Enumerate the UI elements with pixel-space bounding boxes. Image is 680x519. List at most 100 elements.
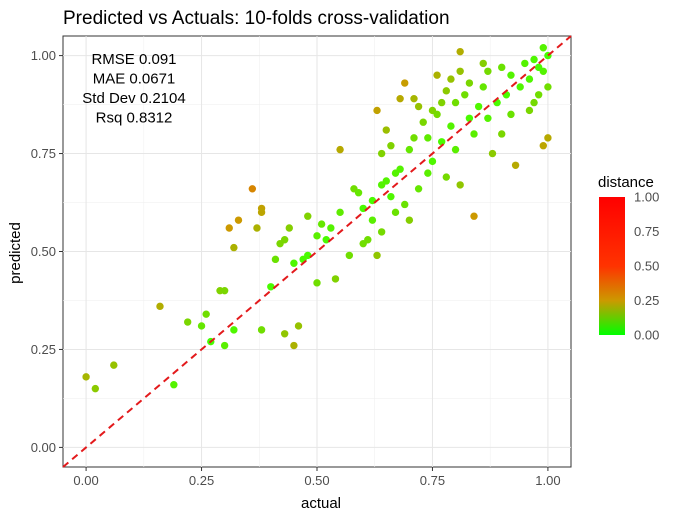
data-point (410, 134, 418, 142)
data-point (377, 149, 386, 158)
data-point (433, 110, 441, 119)
data-point (507, 71, 515, 79)
data-point (382, 177, 390, 185)
legend-title: distance (598, 174, 654, 191)
data-point (451, 145, 460, 154)
data-point (271, 255, 280, 264)
y-tick-label: 0.00 (31, 440, 56, 455)
grid-lines (63, 36, 571, 467)
data-point (234, 216, 243, 224)
x-axis-ticks: 0.00 0.25 0.50 0.75 1.00 (73, 467, 561, 488)
data-point (327, 224, 335, 232)
legend: distance 1.00 0.75 0.50 0.25 0.00 (598, 174, 659, 343)
data-point (401, 200, 409, 209)
data-point (461, 91, 469, 99)
legend-colorbar (599, 197, 625, 335)
data-point (437, 98, 446, 107)
data-point (414, 102, 423, 111)
data-point (285, 224, 293, 232)
data-point (470, 212, 478, 220)
data-point (354, 189, 363, 197)
data-point (534, 91, 543, 99)
data-point (447, 75, 455, 83)
data-point (183, 318, 192, 326)
data-point (534, 63, 543, 72)
data-point (248, 185, 257, 193)
data-points (82, 44, 552, 393)
data-point (539, 142, 547, 150)
y-axis-ticks: 0.00 0.25 0.50 0.75 1.00 (31, 48, 63, 455)
y-tick-label: 1.00 (31, 48, 56, 63)
data-point (294, 322, 303, 330)
data-point (225, 224, 233, 232)
data-point (405, 145, 414, 154)
data-point (230, 243, 238, 252)
data-point (257, 208, 266, 217)
legend-tick-label: 0.50 (634, 259, 659, 274)
legend-tick-label: 0.25 (634, 293, 659, 308)
y-tick-label: 0.25 (31, 342, 56, 357)
data-point (525, 106, 534, 115)
data-point (442, 87, 451, 95)
data-point (498, 130, 506, 138)
data-point (437, 138, 446, 146)
data-point (396, 94, 404, 103)
data-point (377, 228, 386, 236)
data-point (364, 236, 372, 244)
data-point (202, 310, 210, 318)
data-point (110, 361, 118, 369)
data-point (410, 94, 418, 103)
data-point (345, 251, 354, 260)
data-point (387, 192, 395, 201)
data-point (82, 373, 90, 381)
data-point (424, 134, 432, 142)
stats-line: RMSE 0.091 (91, 51, 176, 68)
data-point (280, 330, 289, 338)
data-point (220, 341, 229, 350)
data-point (336, 145, 344, 154)
data-point (456, 67, 464, 75)
legend-tick-label: 1.00 (634, 190, 659, 205)
data-point (428, 157, 437, 166)
x-tick-label: 0.75 (420, 473, 445, 488)
x-tick-label: 1.00 (535, 473, 560, 488)
data-point (447, 122, 455, 130)
data-point (539, 44, 547, 52)
data-point (280, 236, 289, 244)
data-point (313, 279, 321, 287)
data-point (488, 149, 497, 158)
y-tick-label: 0.50 (31, 244, 56, 259)
data-point (368, 216, 377, 224)
data-point (401, 79, 409, 87)
data-point (230, 326, 238, 334)
data-point (530, 55, 538, 64)
data-point (479, 83, 487, 91)
data-point (544, 134, 552, 142)
data-point (267, 283, 275, 291)
legend-tick-label: 0.75 (634, 224, 659, 239)
x-tick-label: 0.50 (304, 473, 329, 488)
x-tick-label: 0.00 (73, 473, 98, 488)
data-point (530, 98, 538, 107)
stats-line: MAE 0.0671 (93, 71, 176, 88)
data-point (451, 98, 460, 107)
data-point (257, 326, 266, 334)
data-point (373, 106, 381, 115)
data-point (382, 126, 390, 134)
data-point (220, 286, 229, 295)
chart-title: Predicted vs Actuals: 10-folds cross-val… (63, 8, 450, 29)
data-point (156, 302, 164, 311)
data-point (373, 251, 381, 260)
identity-reference-line (62, 35, 572, 468)
data-point (313, 232, 321, 240)
data-point (170, 381, 178, 389)
data-point (465, 114, 474, 122)
data-point (391, 208, 400, 217)
x-axis-title: actual (301, 495, 341, 512)
data-point (479, 59, 487, 68)
data-point (456, 47, 464, 56)
data-point (405, 216, 414, 224)
data-point (525, 75, 534, 83)
data-point (317, 220, 326, 228)
